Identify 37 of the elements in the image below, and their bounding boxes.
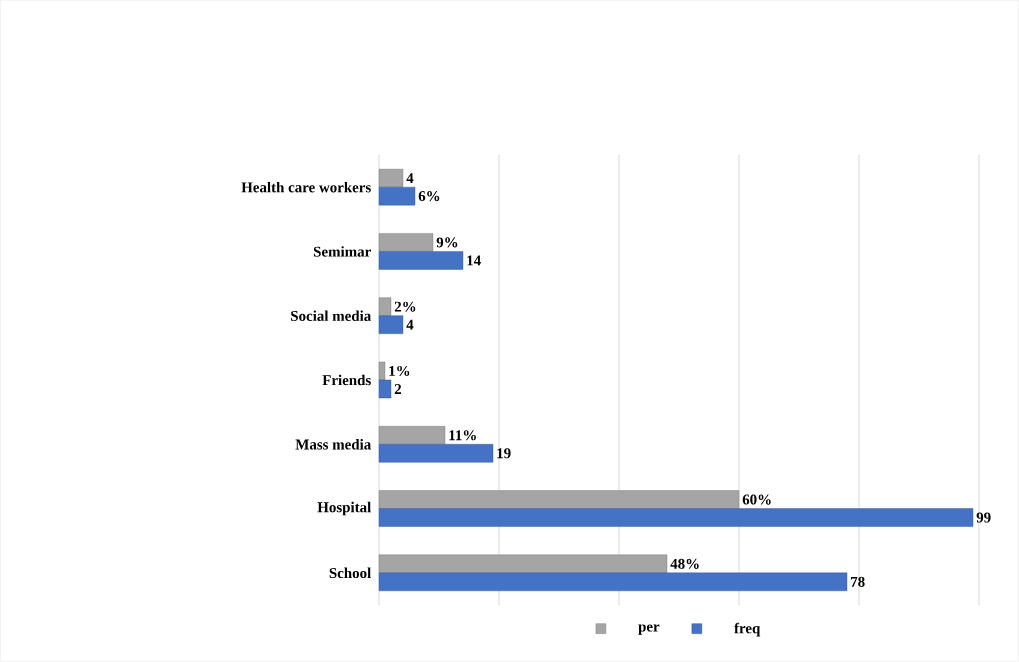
data-label: 2 xyxy=(394,384,402,394)
data-label: 19 xyxy=(497,448,511,459)
data-label: 48% xyxy=(670,558,699,569)
data-label: 99 xyxy=(976,512,991,523)
data-label: 78 xyxy=(851,576,865,587)
data-label: 2% xyxy=(394,301,416,312)
bar xyxy=(378,361,386,381)
y-tick-label: Hospital xyxy=(317,501,371,516)
y-tick-label: Mass media xyxy=(295,439,371,450)
y-tick-label: Health care workers xyxy=(241,181,371,193)
y-tick-label: Friends xyxy=(322,374,371,386)
data-label: 60% xyxy=(742,494,771,505)
bar xyxy=(378,168,404,188)
y-tick-label: Semimar xyxy=(313,246,371,257)
data-label: 1% xyxy=(389,365,410,377)
bar xyxy=(378,572,848,592)
bar xyxy=(378,554,668,574)
bar xyxy=(378,426,446,445)
bar xyxy=(378,444,494,463)
bar xyxy=(378,297,392,316)
data-label: 6% xyxy=(418,191,440,202)
bar xyxy=(378,490,740,509)
bar xyxy=(378,508,974,527)
y-tick-label: Social media xyxy=(291,310,372,321)
data-label: 14 xyxy=(467,255,481,266)
bar xyxy=(378,186,416,206)
bar xyxy=(378,233,434,252)
bar xyxy=(378,251,464,270)
data-label: 9% xyxy=(436,237,458,248)
y-tick-label: School xyxy=(329,567,371,579)
bar xyxy=(378,379,392,399)
bar xyxy=(378,315,404,334)
legend-label: freq xyxy=(734,622,761,637)
data-label: 11% xyxy=(449,430,476,441)
legend-label: per xyxy=(638,624,660,635)
data-label: 4 xyxy=(406,173,414,184)
data-label: 4 xyxy=(406,319,414,330)
